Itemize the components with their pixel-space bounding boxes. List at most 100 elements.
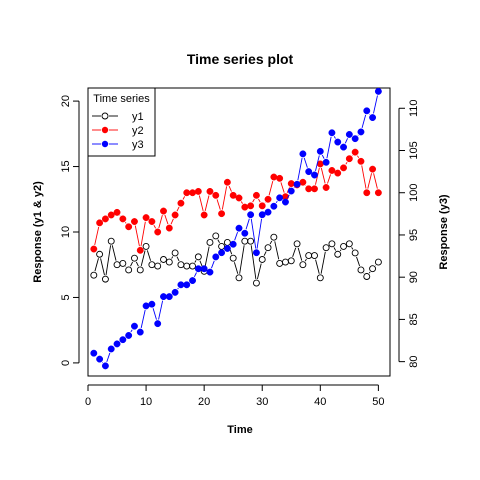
series-y3-point <box>183 281 191 289</box>
series-y1-point <box>235 274 243 282</box>
series-y1-segment <box>304 258 307 262</box>
series-y3-point <box>136 328 144 336</box>
x-tick-label: 10 <box>140 396 152 408</box>
series-y3-segment <box>326 136 332 159</box>
series-y1-point <box>148 261 156 269</box>
marks-layer <box>90 87 382 370</box>
series-y3-point <box>252 249 260 257</box>
series-y1-point <box>299 261 307 269</box>
series-y2-point <box>270 173 278 181</box>
series-y1-segment <box>176 256 180 262</box>
series-y3-segment <box>275 201 278 204</box>
series-y3-point <box>241 229 249 237</box>
y-left-axis-label: Response (y1 & y2) <box>32 181 44 283</box>
legend-marker-y2 <box>101 126 109 134</box>
series-y3-segment <box>287 194 290 199</box>
series-y2-segment <box>198 195 204 212</box>
series-y3-point <box>212 253 220 261</box>
series-y2-point <box>183 189 191 197</box>
series-y3-segment <box>303 157 308 168</box>
series-y2-segment <box>182 196 186 200</box>
series-y3-point <box>218 249 226 257</box>
series-y1-point <box>276 259 284 267</box>
series-y1-segment <box>100 258 105 276</box>
y-left-tick-label: 15 <box>60 160 72 172</box>
series-y2-segment <box>153 224 157 229</box>
series-y2-segment <box>176 206 180 212</box>
series-y2-point <box>276 174 284 182</box>
series-y1-segment <box>233 262 239 274</box>
y-right-tick-label: 105 <box>408 141 420 159</box>
series-y2-segment <box>158 214 163 229</box>
series-y2-point <box>299 178 307 186</box>
legend-label-y1: y1 <box>132 111 144 123</box>
series-y2-segment <box>221 186 228 210</box>
series-y1-point <box>90 271 98 279</box>
x-tick-label: 20 <box>198 396 210 408</box>
series-y1-point <box>119 259 127 267</box>
series-y2-point <box>212 191 220 199</box>
series-y3-segment <box>193 272 197 277</box>
series-y2-point <box>247 202 255 210</box>
y-right-tick-label: 85 <box>408 313 420 325</box>
x-axis-label: Time <box>227 424 252 436</box>
series-y3-segment <box>158 300 164 320</box>
y-right-tick-label: 80 <box>408 356 420 368</box>
series-y2-segment <box>94 226 100 246</box>
series-y2-point <box>223 178 231 186</box>
series-y1-segment <box>250 245 257 279</box>
series-y2-point <box>305 185 313 193</box>
series-y2-point <box>363 189 371 197</box>
series-y2-segment <box>373 173 378 189</box>
series-y3-point <box>131 322 138 330</box>
series-y2-segment <box>361 165 367 189</box>
series-y3-point <box>270 202 278 210</box>
series-y1-point <box>212 232 220 240</box>
series-y2-point <box>328 167 336 174</box>
series-y3-point <box>247 211 255 219</box>
series-y1-segment <box>333 247 337 251</box>
series-y2-point <box>357 157 365 165</box>
series-y2-point <box>171 211 179 219</box>
series-y1-point <box>107 237 115 245</box>
series-y1-point <box>270 233 278 241</box>
series-y1-point <box>183 262 191 270</box>
series-y1-point <box>374 258 382 266</box>
series-y3-segment <box>361 114 367 128</box>
series-y3-segment <box>321 154 325 159</box>
series-y2-point <box>101 215 109 223</box>
legend-box <box>87 87 156 157</box>
series-y3-segment <box>140 309 146 329</box>
series-y3-point <box>107 345 115 353</box>
series-y2-point <box>90 245 98 253</box>
series-y2-point <box>235 194 243 202</box>
series-y3-point <box>305 168 313 176</box>
series-y2-point <box>131 218 138 225</box>
series-y3-segment <box>333 136 336 139</box>
series-y2-point <box>322 184 330 191</box>
series-y2-segment <box>216 199 221 210</box>
series-y2-point <box>96 219 104 227</box>
series-y3-point <box>119 336 127 344</box>
series-y3-segment <box>211 260 215 269</box>
series-y2-point <box>136 246 144 254</box>
series-y2-segment <box>204 195 210 212</box>
series-y2-point <box>160 207 167 215</box>
series-y3-point <box>154 320 162 328</box>
series-y2-segment <box>367 173 373 189</box>
series-y3-segment <box>297 157 303 181</box>
series-y2-segment <box>280 182 285 193</box>
series-y2-point <box>165 224 173 232</box>
series-y1-segment <box>239 245 245 274</box>
series-y1-point <box>264 244 272 252</box>
legend-label-y3: y3 <box>132 139 144 151</box>
series-y1-segment <box>274 241 280 260</box>
y-left-tick-label: 10 <box>60 226 72 238</box>
series-y1-segment <box>111 245 117 261</box>
series-y3-point <box>287 187 295 195</box>
series-y1-segment <box>297 247 303 261</box>
series-y2-point <box>252 191 260 199</box>
series-y1-point <box>206 239 214 246</box>
series-y1-point <box>357 266 365 274</box>
legend: Time series y1 y2 y3 <box>87 87 156 157</box>
